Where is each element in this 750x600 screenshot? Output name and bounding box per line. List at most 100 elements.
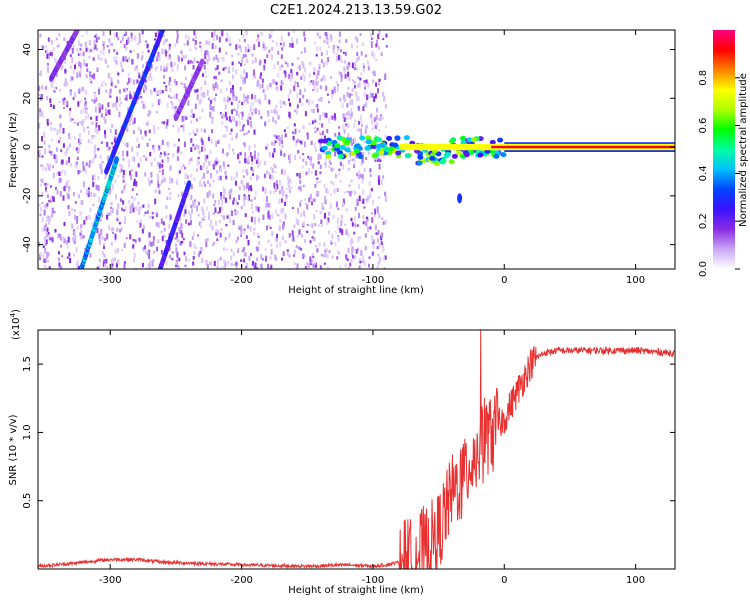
spectrogram-cell (338, 126, 341, 129)
spectrogram-cell (245, 132, 248, 135)
spectrogram-cell (291, 73, 294, 79)
spectrogram-cell (106, 214, 109, 220)
spectrogram-cell (120, 168, 123, 172)
spectrogram-cell (316, 46, 319, 52)
spectrogram-cell (128, 162, 130, 168)
spectrogram-cell (217, 160, 220, 164)
spectrogram-cell (239, 129, 242, 132)
spectrogram-cell (254, 150, 256, 156)
spectrogram-cell (231, 85, 234, 90)
spectrogram-cell (293, 109, 296, 112)
spectrogram-cell (296, 71, 299, 76)
spectrogram-cell (338, 132, 341, 138)
spectrogram-cell (42, 253, 45, 258)
spectrogram-cell (211, 43, 214, 49)
spectrogram-cell (95, 122, 98, 128)
spectrogram-cell (195, 47, 198, 50)
spectrogram-cell (326, 189, 329, 195)
spectrogram-cell (147, 203, 150, 209)
spectrogram-cell (187, 35, 190, 40)
spectrogram-cell (203, 128, 206, 133)
spectrogram-cell (79, 69, 82, 73)
spectrogram-cell (335, 45, 338, 48)
spectrogram-cell (264, 188, 267, 195)
spectrogram-cell (373, 213, 376, 218)
spectrogram-cell (353, 123, 356, 128)
spectrogram-cell (271, 40, 274, 43)
spectrogram-cell (40, 94, 43, 98)
spectrogram-cell (231, 137, 234, 141)
spectrogram-cell (257, 157, 260, 162)
spectrogram-cell (166, 102, 169, 109)
spectrogram-cell (95, 33, 98, 38)
spectrogram-cell (113, 137, 116, 143)
spectrogram-cell (51, 207, 54, 214)
spectrogram-cell (217, 259, 219, 265)
spectrogram-cell (94, 194, 97, 197)
spectrogram-cell (49, 237, 52, 241)
spectrogram-cell (325, 247, 328, 253)
spectrogram-cell (180, 82, 183, 85)
spectrogram-cell (381, 232, 384, 238)
spectrogram-cell (226, 96, 229, 101)
spectrogram-cell (135, 206, 138, 212)
spectrogram-cell (107, 73, 110, 79)
spectrogram-cell (178, 170, 181, 174)
spectrogram-cell (331, 115, 334, 120)
spectrogram-cell (342, 198, 345, 205)
spectrogram-cell (235, 110, 238, 116)
spectrogram-cell (85, 30, 88, 35)
spectrogram-cell (327, 57, 330, 63)
spectrogram-cell (176, 38, 179, 44)
spectrogram-cell (355, 155, 358, 159)
spectrogram-cell (301, 103, 304, 107)
spectrogram-cell (230, 175, 233, 181)
spectrogram-cell (149, 151, 152, 157)
spectrogram-cell (296, 82, 299, 85)
spectrogram-cell (332, 214, 335, 220)
spectrogram-cell (220, 194, 223, 200)
spectrogram-cell (95, 184, 98, 190)
spectrogram-cell (205, 206, 208, 210)
spectrogram-cell (48, 144, 51, 149)
spectrogram-cell (264, 160, 267, 166)
spectrogram-cell (82, 165, 85, 172)
spectrogram-cell (384, 220, 387, 225)
spectrogram-cell (161, 164, 164, 168)
spectrogram-cell (339, 180, 342, 183)
spectrogram-cell (316, 248, 319, 253)
spectrogram-cell (78, 146, 81, 153)
spectrogram-cell (127, 108, 130, 112)
spectrogram-cell (260, 72, 262, 77)
spectrogram-cell (59, 89, 62, 92)
spectrogram-cell (378, 30, 381, 35)
spectrogram-cell (296, 263, 299, 269)
spectrogram-cell (366, 60, 369, 65)
spectrogram-cell (129, 234, 132, 240)
spectrogram-cell (258, 162, 261, 166)
spectrogram-cell (238, 120, 241, 126)
spectrogram-cell (171, 251, 174, 254)
spectrogram-cell (370, 41, 373, 46)
spectrogram-cell (322, 254, 325, 258)
spectrogram-cell (60, 149, 63, 153)
spectrogram-cell (356, 98, 359, 102)
spectrogram-cell (284, 133, 287, 138)
spectrogram-cell (258, 41, 260, 47)
spectrogram-cell (242, 175, 245, 178)
spectrogram-band-cell (376, 137, 383, 143)
spectrogram-cell (249, 185, 252, 190)
spectrogram-cell (281, 235, 284, 241)
spectrogram-cell (363, 91, 366, 97)
spectrogram-cell (69, 108, 72, 111)
spectrogram-cell (181, 55, 184, 59)
spectrogram-cell (154, 189, 157, 193)
spectrogram-cell (336, 256, 339, 260)
spectrogram-cell (325, 188, 328, 193)
spectrogram-cell (284, 102, 287, 106)
spectrogram-cell (56, 45, 59, 48)
spectrogram-cell (257, 34, 260, 40)
spectrogram-cell (140, 96, 143, 99)
x-tick-label: -100 (362, 575, 385, 586)
spectrogram-cell (143, 213, 146, 217)
